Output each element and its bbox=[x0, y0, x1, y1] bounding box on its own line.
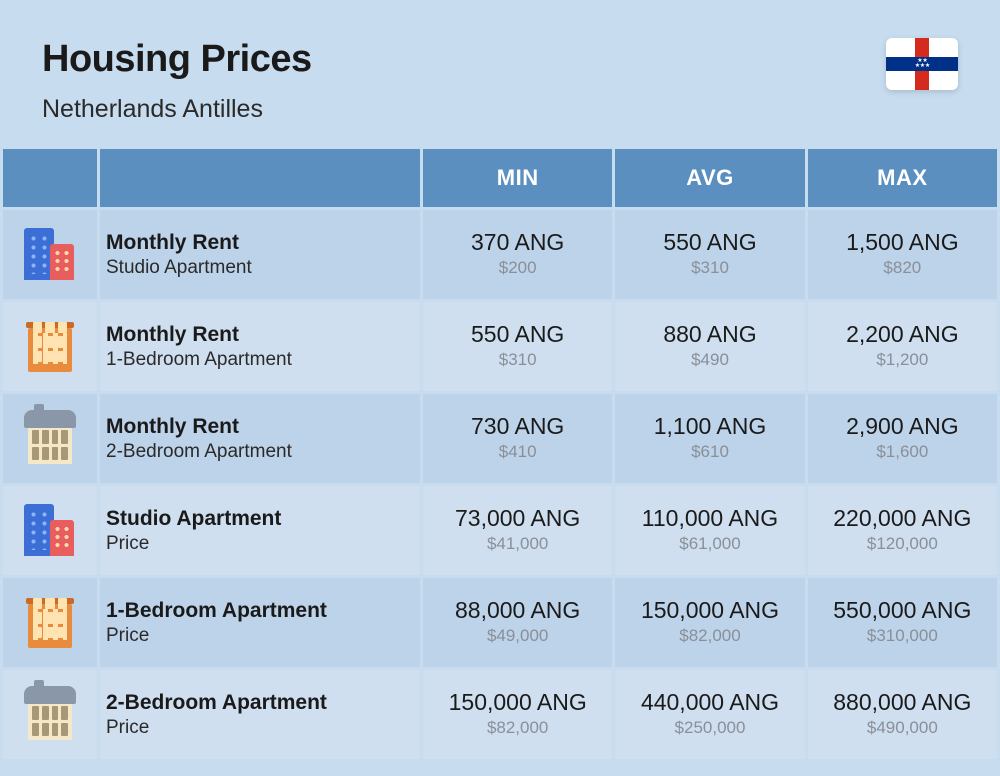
row-subtitle: Studio Apartment bbox=[106, 256, 408, 280]
row-label: Monthly RentStudio Apartment bbox=[100, 210, 420, 299]
header: Housing Prices Netherlands Antilles ★ ★★… bbox=[0, 0, 1000, 146]
value-main: 730 ANG bbox=[435, 413, 600, 441]
page-subtitle: Netherlands Antilles bbox=[42, 95, 312, 124]
row-label: 1-Bedroom ApartmentPrice bbox=[100, 578, 420, 667]
col-avg: AVG bbox=[615, 149, 804, 207]
row-title: Monthly Rent bbox=[106, 414, 408, 440]
row-title: Monthly Rent bbox=[106, 230, 408, 256]
row-label: Monthly Rent2-Bedroom Apartment bbox=[100, 394, 420, 483]
cell-avg: 550 ANG$310 bbox=[615, 210, 804, 299]
building-brick-icon bbox=[3, 578, 97, 667]
table-row: Monthly Rent1-Bedroom Apartment550 ANG$3… bbox=[3, 302, 997, 391]
price-table: MIN AVG MAX Monthly RentStudio Apartment… bbox=[0, 146, 1000, 762]
cell-avg: 1,100 ANG$610 bbox=[615, 394, 804, 483]
value-sub: $82,000 bbox=[435, 716, 600, 740]
cell-min: 73,000 ANG$41,000 bbox=[423, 486, 612, 575]
value-main: 1,500 ANG bbox=[820, 229, 985, 257]
row-title: Studio Apartment bbox=[106, 506, 408, 532]
cell-avg: 440,000 ANG$250,000 bbox=[615, 670, 804, 759]
table-row: 1-Bedroom ApartmentPrice88,000 ANG$49,00… bbox=[3, 578, 997, 667]
cell-max: 220,000 ANG$120,000 bbox=[808, 486, 997, 575]
col-max: MAX bbox=[808, 149, 997, 207]
value-sub: $200 bbox=[435, 256, 600, 280]
building-house-icon bbox=[3, 670, 97, 759]
value-sub: $310 bbox=[627, 256, 792, 280]
building-tall-icon bbox=[3, 210, 97, 299]
value-main: 550 ANG bbox=[435, 321, 600, 349]
cell-avg: 150,000 ANG$82,000 bbox=[615, 578, 804, 667]
row-subtitle: Price bbox=[106, 532, 408, 556]
value-main: 880,000 ANG bbox=[820, 689, 985, 717]
row-title: 1-Bedroom Apartment bbox=[106, 598, 408, 624]
value-main: 88,000 ANG bbox=[435, 597, 600, 625]
value-sub: $49,000 bbox=[435, 624, 600, 648]
value-main: 440,000 ANG bbox=[627, 689, 792, 717]
value-main: 1,100 ANG bbox=[627, 413, 792, 441]
cell-min: 88,000 ANG$49,000 bbox=[423, 578, 612, 667]
value-sub: $610 bbox=[627, 440, 792, 464]
value-main: 150,000 ANG bbox=[627, 597, 792, 625]
cell-avg: 880 ANG$490 bbox=[615, 302, 804, 391]
value-main: 550 ANG bbox=[627, 229, 792, 257]
value-sub: $120,000 bbox=[820, 532, 985, 556]
value-sub: $1,200 bbox=[820, 348, 985, 372]
row-title: Monthly Rent bbox=[106, 322, 408, 348]
cell-min: 150,000 ANG$82,000 bbox=[423, 670, 612, 759]
table-header-row: MIN AVG MAX bbox=[3, 149, 997, 207]
cell-max: 880,000 ANG$490,000 bbox=[808, 670, 997, 759]
row-label: Studio ApartmentPrice bbox=[100, 486, 420, 575]
value-main: 880 ANG bbox=[627, 321, 792, 349]
table-row: 2-Bedroom ApartmentPrice150,000 ANG$82,0… bbox=[3, 670, 997, 759]
cell-max: 2,200 ANG$1,200 bbox=[808, 302, 997, 391]
col-min: MIN bbox=[423, 149, 612, 207]
value-sub: $250,000 bbox=[627, 716, 792, 740]
row-subtitle: 2-Bedroom Apartment bbox=[106, 440, 408, 464]
building-brick-icon bbox=[3, 302, 97, 391]
table-row: Monthly RentStudio Apartment370 ANG$2005… bbox=[3, 210, 997, 299]
table-row: Studio ApartmentPrice73,000 ANG$41,00011… bbox=[3, 486, 997, 575]
page-title: Housing Prices bbox=[42, 38, 312, 81]
row-subtitle: Price bbox=[106, 716, 408, 740]
value-sub: $1,600 bbox=[820, 440, 985, 464]
cell-min: 370 ANG$200 bbox=[423, 210, 612, 299]
value-main: 370 ANG bbox=[435, 229, 600, 257]
value-main: 110,000 ANG bbox=[627, 505, 792, 533]
row-label: 2-Bedroom ApartmentPrice bbox=[100, 670, 420, 759]
value-main: 550,000 ANG bbox=[820, 597, 985, 625]
col-icon bbox=[3, 149, 97, 207]
row-label: Monthly Rent1-Bedroom Apartment bbox=[100, 302, 420, 391]
value-sub: $82,000 bbox=[627, 624, 792, 648]
title-block: Housing Prices Netherlands Antilles bbox=[42, 38, 312, 124]
value-main: 2,200 ANG bbox=[820, 321, 985, 349]
cell-min: 550 ANG$310 bbox=[423, 302, 612, 391]
building-tall-icon bbox=[3, 486, 97, 575]
table-row: Monthly Rent2-Bedroom Apartment730 ANG$4… bbox=[3, 394, 997, 483]
value-main: 220,000 ANG bbox=[820, 505, 985, 533]
value-sub: $820 bbox=[820, 256, 985, 280]
value-sub: $310 bbox=[435, 348, 600, 372]
col-label bbox=[100, 149, 420, 207]
cell-avg: 110,000 ANG$61,000 bbox=[615, 486, 804, 575]
cell-max: 550,000 ANG$310,000 bbox=[808, 578, 997, 667]
value-main: 2,900 ANG bbox=[820, 413, 985, 441]
cell-max: 1,500 ANG$820 bbox=[808, 210, 997, 299]
row-subtitle: 1-Bedroom Apartment bbox=[106, 348, 408, 372]
value-sub: $41,000 bbox=[435, 532, 600, 556]
value-main: 73,000 ANG bbox=[435, 505, 600, 533]
cell-min: 730 ANG$410 bbox=[423, 394, 612, 483]
row-title: 2-Bedroom Apartment bbox=[106, 690, 408, 716]
value-sub: $490,000 bbox=[820, 716, 985, 740]
row-subtitle: Price bbox=[106, 624, 408, 648]
value-sub: $490 bbox=[627, 348, 792, 372]
building-house-icon bbox=[3, 394, 97, 483]
value-main: 150,000 ANG bbox=[435, 689, 600, 717]
value-sub: $310,000 bbox=[820, 624, 985, 648]
value-sub: $61,000 bbox=[627, 532, 792, 556]
cell-max: 2,900 ANG$1,600 bbox=[808, 394, 997, 483]
value-sub: $410 bbox=[435, 440, 600, 464]
flag-icon: ★ ★★ ★ ★ bbox=[886, 38, 958, 90]
